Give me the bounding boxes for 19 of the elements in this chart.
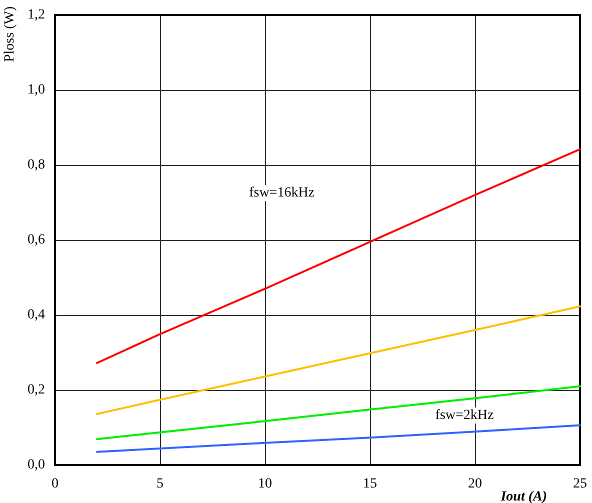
y-tick-label: 0,6	[28, 232, 45, 248]
y-axis-title: Ploss (W)	[2, 6, 18, 62]
x-tick-label: 0	[52, 476, 58, 492]
annotation: fsw=16kHz	[249, 186, 315, 201]
y-tick-label: 0,8	[28, 158, 45, 172]
y-tick-label: 0,4	[28, 308, 45, 322]
y-tick-label: 1,0	[28, 82, 45, 98]
x-tick-label: 10	[258, 476, 272, 492]
line-series	[96, 424, 581, 453]
line-series	[96, 385, 581, 440]
x-tick-label: 15	[363, 476, 377, 492]
x-tick-label: 20	[468, 476, 482, 492]
x-tick-label: 25	[573, 476, 587, 492]
line-series	[96, 148, 581, 364]
annotation: fsw=2kHz	[435, 408, 494, 423]
y-tick-label: 0,2	[28, 382, 45, 398]
x-tick-label: 5	[156, 476, 164, 492]
y-tick-label: 1,2	[28, 8, 45, 22]
y-tick-label: 0,0	[28, 458, 45, 472]
